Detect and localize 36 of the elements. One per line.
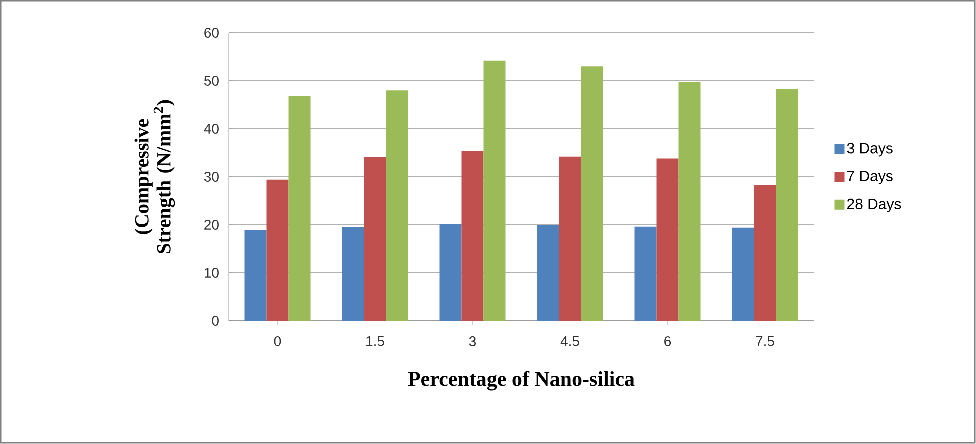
bar	[244, 230, 267, 321]
bar	[440, 224, 462, 321]
legend-label: 28 Days	[847, 198, 902, 212]
bar	[581, 66, 604, 321]
y-tick-label: 0	[212, 316, 219, 326]
bar	[634, 226, 657, 321]
bar	[288, 96, 311, 321]
y-tick-label: 60	[204, 28, 219, 38]
bar	[656, 158, 679, 321]
x-tick-label: 3	[469, 336, 476, 346]
y-tick-label: 10	[204, 268, 219, 278]
x-tick-label: 1.5	[366, 336, 384, 346]
y-tick-label: 20	[204, 220, 219, 230]
bar	[462, 152, 484, 321]
y-tick-label: 50	[204, 76, 219, 86]
bar	[678, 82, 701, 321]
y-tick-label: 40	[204, 124, 219, 134]
bar	[732, 228, 754, 321]
y-tick-label: 30	[204, 172, 219, 182]
x-axis-title: Percentage of Nano-silica	[408, 371, 635, 391]
bar	[386, 90, 408, 321]
legend-label: 3 Days	[847, 143, 893, 157]
bar	[484, 60, 506, 321]
bar	[266, 180, 289, 321]
bar	[342, 227, 364, 321]
bar	[776, 89, 798, 321]
x-tick-label: 7.5	[756, 336, 774, 346]
bar	[364, 157, 386, 321]
bar	[537, 225, 560, 321]
x-tick-label: 0	[274, 336, 282, 346]
bar	[559, 156, 582, 321]
x-tick-label: 6	[664, 336, 672, 346]
y-axis-title: (Compressive Strength (N/mm$^{2}$)	[134, 100, 176, 254]
x-tick-label: 4.5	[560, 336, 580, 346]
bar	[754, 185, 776, 321]
legend-label: 7 Days	[848, 171, 893, 185]
